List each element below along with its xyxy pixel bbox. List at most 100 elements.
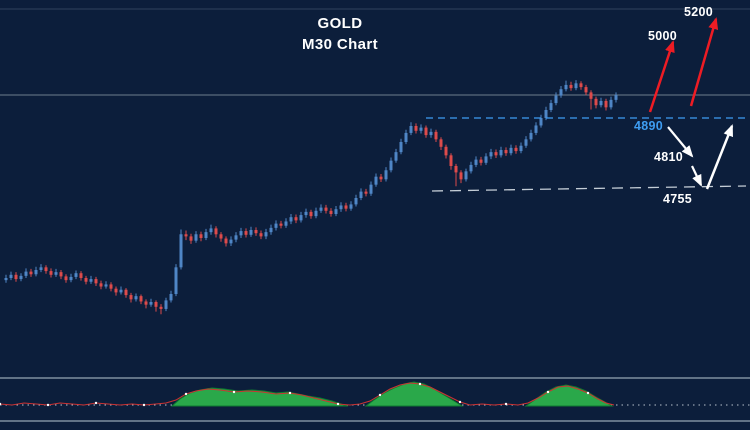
candle: [199, 231, 203, 242]
candle: [139, 294, 143, 305]
candle: [184, 230, 188, 241]
oscillator-dot: [94, 401, 98, 405]
candle: [134, 293, 138, 302]
red-target-arrow-1: [648, 40, 675, 113]
candle: [219, 232, 223, 242]
oscillator-dot: [586, 391, 590, 395]
candle: [509, 144, 513, 156]
candle: [4, 274, 8, 283]
candle: [559, 86, 563, 98]
candle: [94, 276, 98, 286]
candle: [444, 144, 448, 159]
oscillator-dot: [232, 390, 236, 394]
chart-title-symbol: GOLD: [317, 15, 363, 32]
oscillator-dot: [418, 382, 422, 386]
candle: [604, 98, 608, 111]
oscillator-hump: [524, 384, 614, 407]
candle: [539, 114, 543, 128]
candle: [104, 281, 108, 289]
candle: [359, 188, 363, 201]
price-label-support-4755: 4755: [663, 192, 693, 206]
price-label-mid-4810: 4810: [654, 150, 684, 164]
candle: [299, 211, 303, 223]
candle: [404, 129, 408, 145]
candle: [174, 264, 178, 297]
candle: [109, 282, 113, 292]
price-label-resistance-4890: 4890: [634, 119, 664, 133]
annotation-arrows: [648, 17, 734, 190]
white-pullback-arrow-2: [691, 165, 702, 187]
oscillator-dot: [546, 390, 550, 394]
oscillator-dot: [142, 403, 146, 407]
candle: [49, 268, 53, 278]
candle: [274, 220, 278, 231]
candle: [429, 128, 433, 138]
candle: [204, 228, 208, 241]
level-lines: [0, 117, 750, 422]
candle: [484, 153, 488, 165]
candle: [284, 218, 288, 228]
candle: [364, 188, 368, 197]
candle: [494, 149, 498, 158]
candle: [474, 156, 478, 168]
candles-layer: [4, 80, 618, 315]
candle: [304, 208, 308, 218]
support-line: [431, 185, 747, 192]
candle: [169, 290, 173, 303]
candle: [279, 220, 283, 229]
candle: [344, 202, 348, 212]
candle: [549, 99, 553, 113]
chart-title-timeframe: M30 Chart: [301, 36, 379, 53]
oscillator-signal-line: [0, 382, 615, 406]
candle: [469, 161, 473, 174]
candle: [534, 122, 538, 136]
candle: [14, 272, 18, 282]
candle: [589, 90, 593, 110]
candle: [349, 201, 353, 211]
candle: [119, 286, 123, 295]
price-label-target-5000: 5000: [648, 29, 678, 43]
candle: [464, 168, 468, 182]
candle: [69, 273, 73, 283]
candle: [369, 181, 373, 196]
candle: [54, 268, 58, 277]
candle: [439, 137, 443, 150]
candle: [39, 264, 43, 273]
candle: [449, 153, 453, 170]
candle: [309, 209, 313, 219]
candle: [89, 275, 93, 284]
oscillator-dot: [504, 402, 508, 406]
candle: [374, 173, 378, 187]
candle: [154, 300, 158, 312]
background-lines: [0, 8, 750, 96]
candle: [229, 236, 233, 246]
white-bounce-arrow: [705, 124, 734, 190]
candle: [459, 170, 463, 184]
oscillator-dot: [46, 403, 50, 407]
candle: [354, 194, 358, 207]
candle: [44, 265, 48, 274]
candle: [19, 273, 23, 282]
candle: [79, 271, 83, 281]
candle: [419, 124, 423, 134]
oscillator-dot: [184, 392, 188, 396]
candle: [399, 138, 403, 155]
candle: [99, 280, 103, 290]
candle: [564, 80, 568, 92]
candle: [34, 266, 38, 277]
candle: [74, 270, 78, 280]
candle: [124, 288, 128, 298]
candle: [264, 228, 268, 240]
candle: [424, 125, 428, 138]
chart-title: GOLD M30 Chart: [230, 13, 450, 55]
candle: [479, 156, 483, 166]
price-label-target-5200: 5200: [684, 5, 714, 19]
oscillator-dot: [288, 391, 292, 395]
candle: [554, 92, 558, 106]
oscillator-dot: [378, 393, 382, 397]
candle: [434, 129, 438, 142]
candle: [569, 81, 573, 91]
candle: [334, 206, 338, 217]
oscillator-dot: [458, 400, 462, 404]
